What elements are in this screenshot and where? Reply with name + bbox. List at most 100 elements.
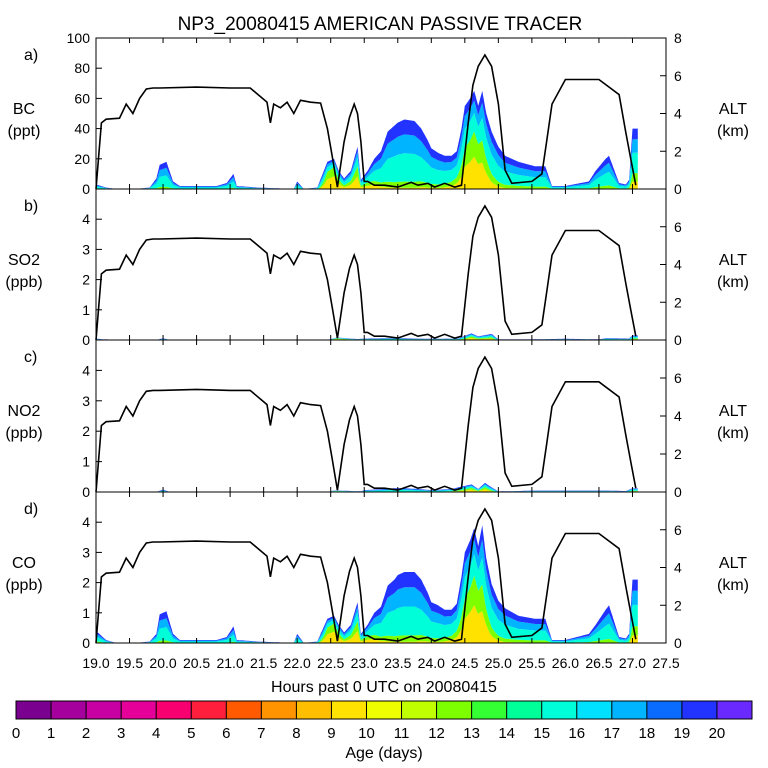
alt-tick-label: 4 [674, 560, 682, 576]
colorbar-cell [191, 701, 227, 719]
alt-unit: (km) [717, 577, 749, 594]
alt-tick-label: 6 [674, 68, 682, 84]
alt-tick-label: 4 [674, 106, 682, 122]
y-tick-label: 3 [82, 544, 90, 560]
x-tick-label: 21.5 [250, 655, 277, 671]
colorbar-tick-label: 0 [12, 725, 20, 742]
x-axis-label: Hours past 0 UTC on 20080415 [271, 679, 497, 696]
colorbar-cell [51, 701, 87, 719]
panel-so2: 0 1 2 3 4 0 2 4 6 b) SO2 (ppb) ALT (km) [5, 188, 749, 348]
colorbar-tick-label: 16 [568, 725, 585, 742]
alt-unit: (km) [717, 123, 749, 140]
y-tick-label: 4 [82, 514, 90, 530]
tracer-age-band-13-15 [96, 485, 638, 492]
panels: 02040608010002468a)BC(ppt)ALT(km)0123402… [5, 30, 749, 651]
y-tick-label: 2 [82, 575, 90, 591]
colorbar-tick-label: 9 [327, 725, 335, 742]
y-tick-label: 1 [82, 302, 90, 318]
species-unit: (ppt) [8, 123, 41, 140]
colorbar-tick-label: 1 [47, 725, 55, 742]
colorbar-tick-label: 2 [82, 725, 90, 742]
altitude-line [95, 507, 637, 644]
y-tick-label: 0 [82, 332, 90, 348]
colorbar-cell [156, 701, 192, 719]
colorbar-tick-label: 3 [117, 725, 125, 742]
altitude-line [95, 355, 637, 493]
x-tick-label: 25.5 [518, 655, 545, 671]
alt-tick-label: 4 [674, 257, 682, 273]
y-tick-label: 0 [82, 181, 90, 197]
alt-tick-label: 2 [674, 143, 682, 159]
x-tick-label: 23.5 [384, 655, 411, 671]
tracer-age-band-13-15 [96, 112, 638, 189]
colorbar-cell [646, 701, 683, 719]
species-label: CO [12, 555, 36, 572]
tracer-age-band-15-17 [96, 483, 638, 492]
y-tick-label: 60 [74, 90, 90, 106]
colorbar-cell [296, 701, 332, 719]
altitude-line [95, 53, 637, 190]
colorbar-tick-label: 12 [428, 725, 445, 742]
y-tick-label: 0 [82, 484, 90, 500]
colorbar-tick-label: 20 [709, 725, 726, 742]
colorbar-label: Age (days) [345, 745, 422, 762]
tracer-age-band-15-17 [96, 100, 638, 189]
y-tick-label: 80 [74, 60, 90, 76]
colorbar-cell [226, 701, 262, 719]
x-tick-label: 26.0 [552, 655, 579, 671]
colorbar: 0 1 2 3 4 5 6 7 8 9 10 11 12 13 14 15 16 17 18 19 20 [12, 700, 753, 742]
colorbar-tick-label: 13 [463, 725, 480, 742]
y-tick-label: 100 [67, 30, 91, 46]
y-tick-label: 20 [74, 151, 90, 167]
y-tick-label: 2 [82, 272, 90, 288]
panel-frame [95, 339, 667, 493]
species-unit: (ppb) [5, 425, 42, 442]
x-tick-label: 20.5 [183, 655, 210, 671]
colorbar-tick-label: 19 [674, 725, 691, 742]
panel-letter: a) [24, 47, 38, 64]
species-label: BC [13, 101, 35, 118]
alt-tick-label: 2 [674, 294, 682, 310]
colorbar-tick-label: 14 [498, 725, 515, 742]
alt-unit: (km) [717, 425, 749, 442]
y-tick-label: 1 [82, 454, 90, 470]
colorbar-cell [16, 701, 52, 719]
tracer-age-band-15-17 [96, 334, 638, 340]
y-tick-label: 0 [82, 635, 90, 651]
x-tick-label: 24.5 [451, 655, 478, 671]
panel-bc: 0 20 40 60 80 100 0 2 4 6 8 a) BC (ppt) ALT (km) [8, 30, 749, 197]
alt-tick-label: 2 [674, 446, 682, 462]
x-tick-label: 22.0 [284, 655, 311, 671]
colorbar-cell [366, 701, 403, 719]
panel-letter: c) [24, 349, 37, 366]
colorbar-tick-label: 18 [639, 725, 656, 742]
tracer-age-band-17-20 [96, 482, 638, 492]
y-tick-label: 2 [82, 423, 90, 439]
alt-tick-label: 4 [674, 408, 682, 424]
alt-label: ALT [719, 101, 747, 118]
colorbar-cell [541, 701, 578, 719]
alt-tick-label: 6 [674, 522, 682, 538]
x-tick-label: 27.0 [619, 655, 646, 671]
panel-frame [95, 188, 667, 341]
colorbar-tick-label: 10 [358, 725, 375, 742]
x-tick-label: 25.0 [485, 655, 512, 671]
y-tick-label: 4 [82, 362, 90, 378]
colorbar-cell [681, 701, 718, 719]
y-tick-label: 3 [82, 393, 90, 409]
colorbar-tick-label: 15 [533, 725, 550, 742]
species-label: NO2 [8, 403, 41, 420]
x-tick-label: 24.0 [418, 655, 445, 671]
alt-tick-label: 0 [674, 635, 682, 651]
colorbar-tick-label: 5 [187, 725, 195, 742]
tracer-age-band-17-20 [96, 90, 638, 189]
y-tick-label: 3 [82, 241, 90, 257]
colorbar-cell [506, 701, 543, 719]
y-tick-label: 1 [82, 605, 90, 621]
colorbar-cell [401, 701, 438, 719]
x-tick-label: 19.0 [82, 655, 109, 671]
colorbar-cell [86, 701, 122, 719]
colorbar-tick-label: 8 [292, 725, 300, 742]
alt-tick-label: 8 [674, 30, 682, 46]
